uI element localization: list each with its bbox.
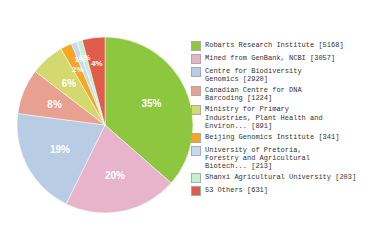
html-text:Mined from GenBank, NCBI [3057: Mined from GenBank, NCBI [3057] (205, 54, 336, 63)
svg-text:1%: 1% (79, 53, 91, 62)
svg-text:6%: 6% (62, 78, 77, 89)
html-text:Ministry for Primary Industrie: Ministry for Primary Industries, Plant H… (205, 105, 323, 130)
html-text:Robarts Research Institute [51: Robarts Research Institute [5168] (205, 41, 344, 50)
svg-text:19%: 19% (50, 144, 70, 155)
html-text:53 Others [631]: 53 Others [631] (205, 185, 268, 194)
svg-text:4%: 4% (91, 59, 103, 68)
svg-text:35%: 35% (141, 98, 161, 109)
html-text:University of Pretoria, Forest: University of Pretoria, Forestry and Agr… (205, 145, 310, 170)
html-text:Canadian Centre for DNA Barcod: Canadian Centre for DNA Barcoding [1224] (205, 86, 302, 103)
html-text:Shanxi Agricultural University: Shanxi Agricultural University [203] (205, 172, 357, 181)
svg-text:20%: 20% (105, 170, 125, 181)
svg-text:2%: 2% (72, 65, 84, 74)
html-text:Beijing Genomics Institute [34: Beijing Genomics Institute [341] (205, 132, 340, 141)
html-text:Centre for Biodiversity Genomi: Centre for Biodiversity Genomics [2920] (205, 67, 302, 84)
svg-text:8%: 8% (47, 99, 62, 110)
